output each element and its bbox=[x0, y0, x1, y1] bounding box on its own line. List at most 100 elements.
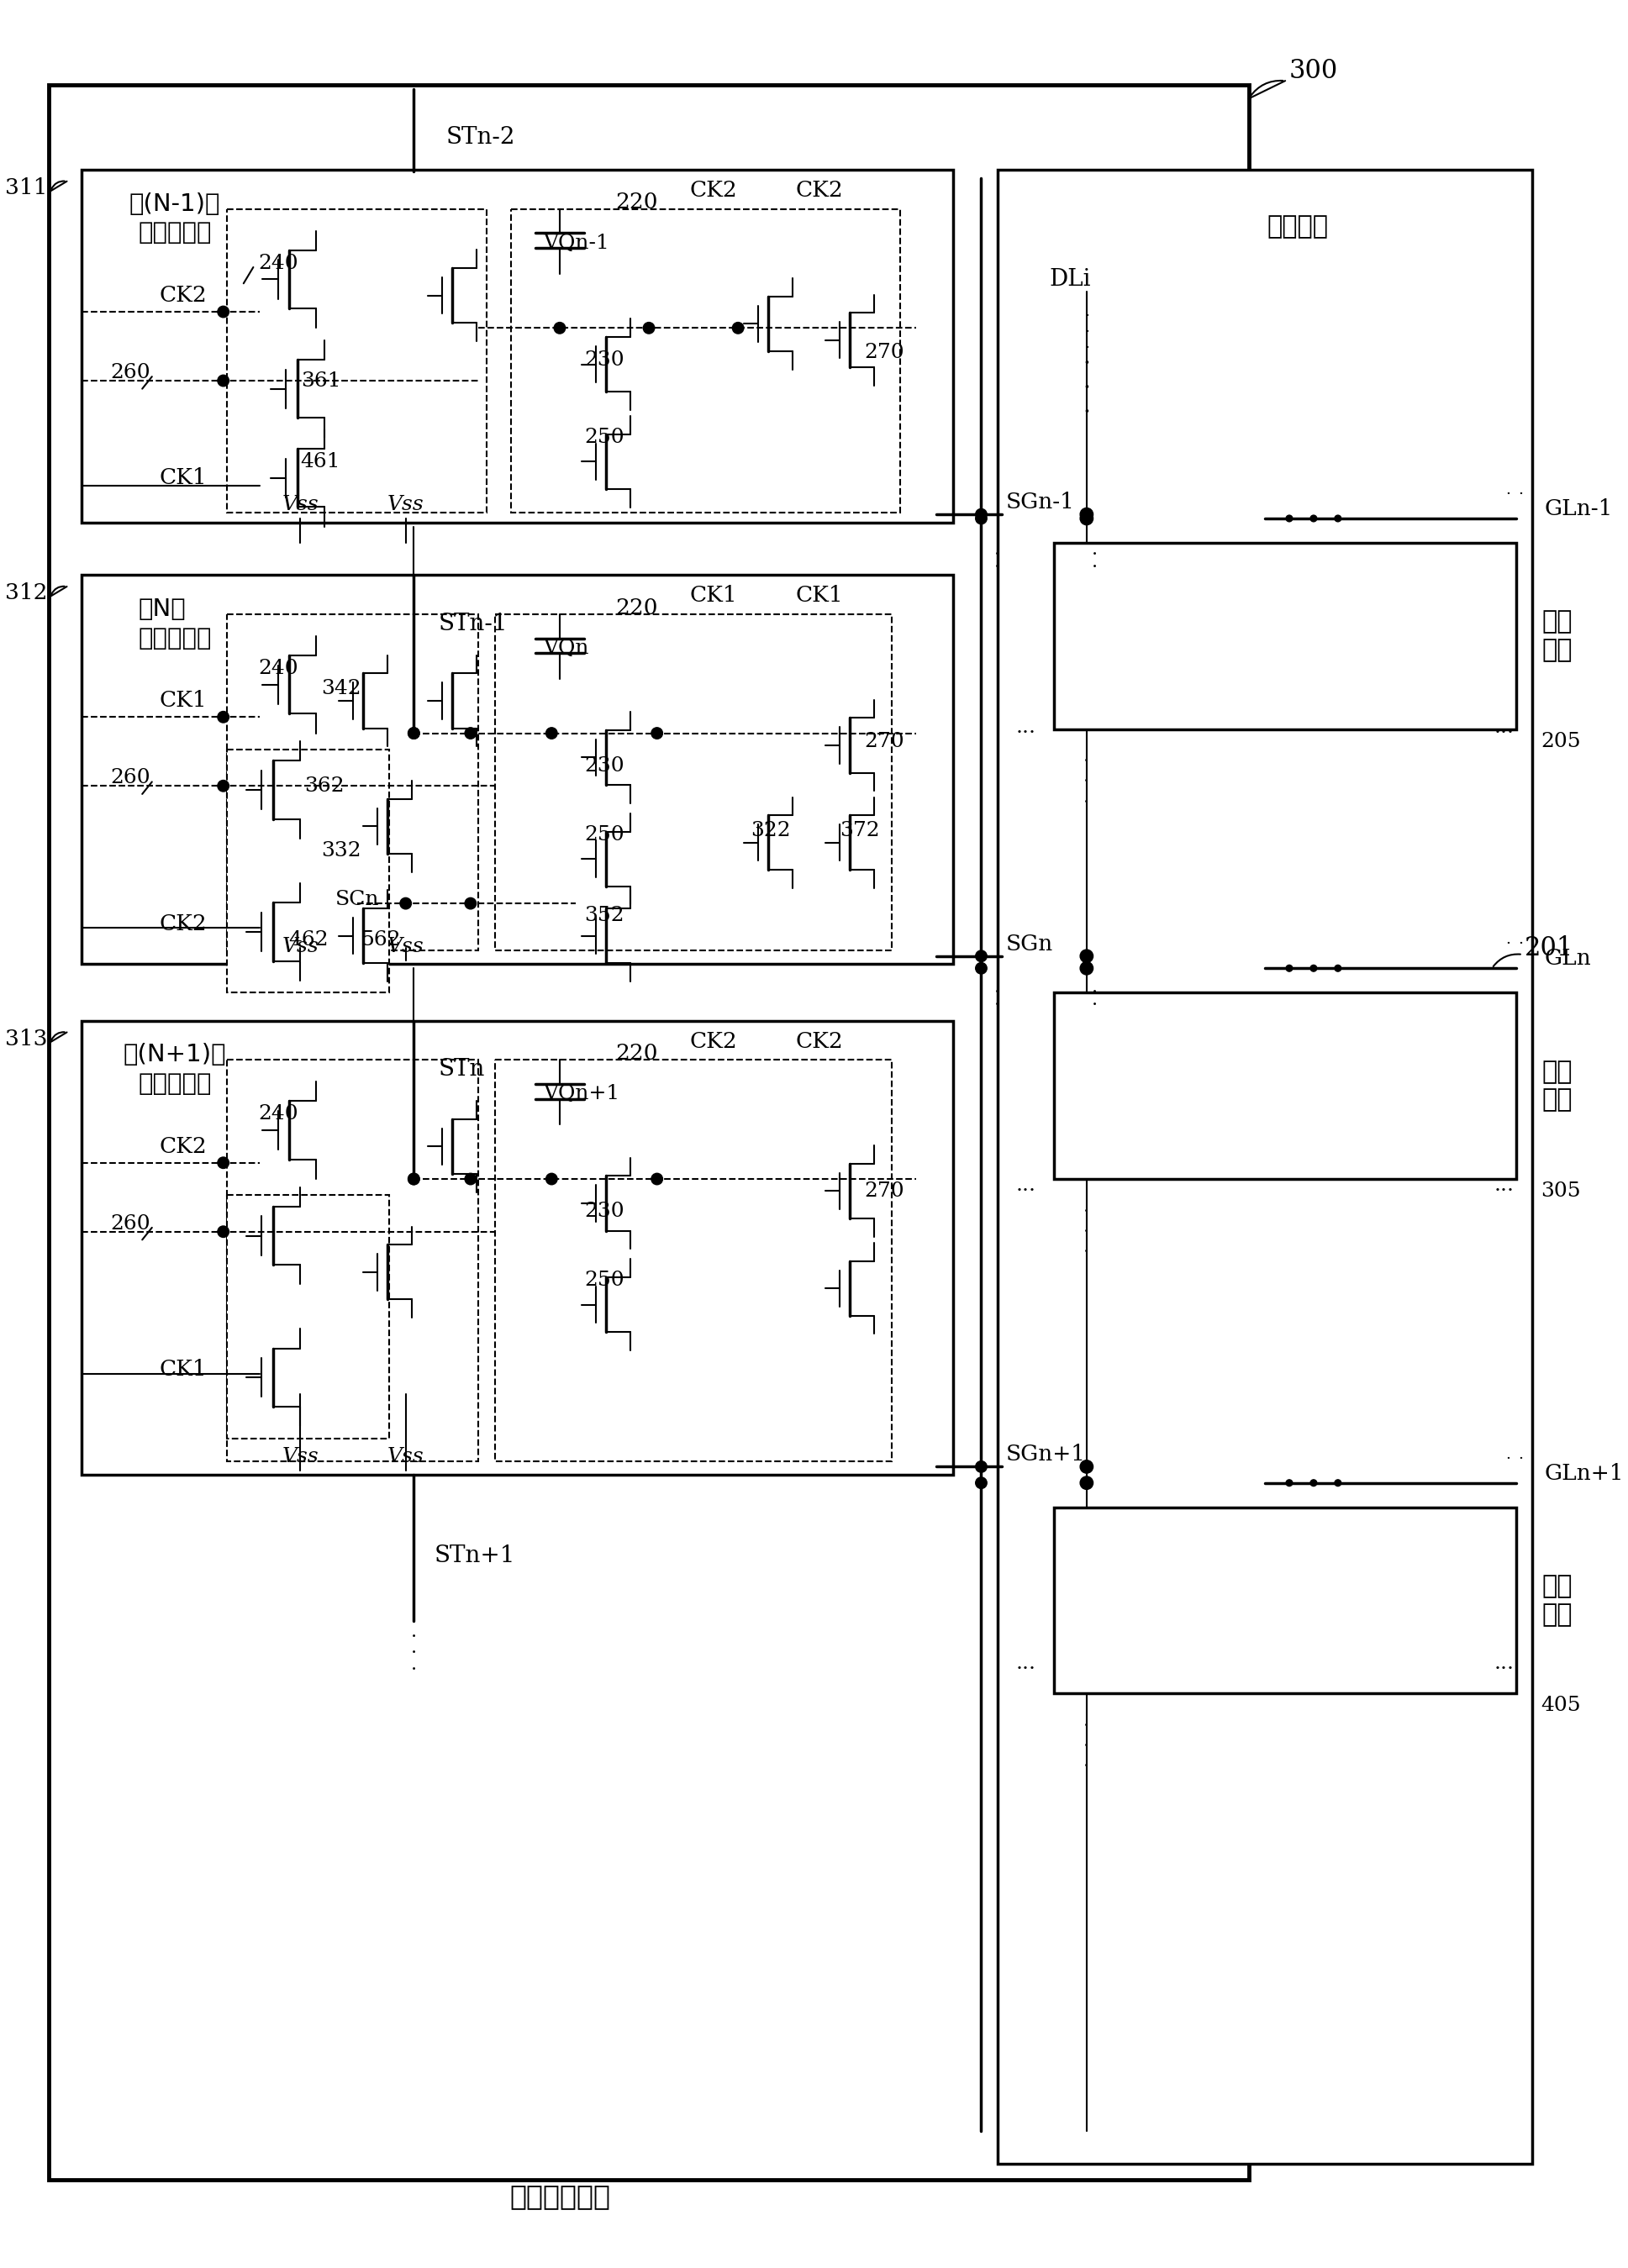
Text: 220: 220 bbox=[615, 193, 658, 213]
Text: GLn-1: GLn-1 bbox=[1545, 499, 1613, 519]
Circle shape bbox=[1079, 962, 1092, 975]
Text: ·: · bbox=[1084, 324, 1089, 340]
Text: 220: 220 bbox=[615, 1043, 658, 1064]
Circle shape bbox=[1079, 950, 1092, 962]
Circle shape bbox=[1079, 513, 1092, 524]
Text: ·: · bbox=[410, 1628, 417, 1647]
Text: 第(N+1)级: 第(N+1)级 bbox=[124, 1043, 226, 1066]
Text: 270: 270 bbox=[864, 733, 904, 751]
Circle shape bbox=[975, 513, 987, 524]
Bar bbox=[1055, 1508, 1516, 1694]
Text: CK2: CK2 bbox=[794, 1030, 843, 1052]
Text: ·: · bbox=[1084, 1717, 1089, 1735]
Circle shape bbox=[545, 1173, 557, 1184]
Circle shape bbox=[409, 728, 420, 739]
Text: ·: · bbox=[995, 984, 1001, 1002]
Text: 260: 260 bbox=[111, 363, 150, 383]
Bar bbox=[998, 170, 1532, 2164]
Circle shape bbox=[218, 780, 230, 792]
Circle shape bbox=[1079, 1476, 1092, 1490]
Bar bbox=[81, 1021, 952, 1474]
Text: 205: 205 bbox=[1540, 733, 1581, 751]
Text: STn-2: STn-2 bbox=[446, 127, 516, 150]
Text: ·: · bbox=[410, 1660, 417, 1678]
Text: 300: 300 bbox=[1289, 59, 1338, 84]
Circle shape bbox=[409, 1173, 420, 1184]
Text: CK1: CK1 bbox=[796, 585, 843, 606]
Text: ·: · bbox=[1084, 1202, 1089, 1220]
Text: 462: 462 bbox=[288, 930, 329, 950]
Circle shape bbox=[466, 1173, 477, 1184]
Text: CK1: CK1 bbox=[690, 585, 737, 606]
Text: 230: 230 bbox=[584, 755, 624, 776]
Text: 405: 405 bbox=[1540, 1696, 1581, 1715]
Circle shape bbox=[643, 322, 654, 333]
Circle shape bbox=[1335, 1479, 1341, 1486]
Text: DLi: DLi bbox=[1050, 268, 1091, 290]
Text: 240: 240 bbox=[259, 1105, 298, 1125]
Text: VQn-1: VQn-1 bbox=[544, 234, 609, 252]
Text: ·: · bbox=[1083, 354, 1091, 376]
Text: 230: 230 bbox=[584, 1202, 624, 1220]
Text: 312: 312 bbox=[5, 583, 47, 603]
Circle shape bbox=[1286, 964, 1293, 971]
Text: ·: · bbox=[1092, 984, 1097, 1002]
Text: ···: ··· bbox=[1495, 1182, 1514, 1200]
Circle shape bbox=[466, 728, 477, 739]
Text: ·: · bbox=[1517, 488, 1522, 501]
Circle shape bbox=[545, 728, 557, 739]
Circle shape bbox=[975, 508, 987, 519]
Text: VQn: VQn bbox=[544, 640, 589, 658]
Text: ·: · bbox=[410, 1644, 417, 1662]
Text: ·: · bbox=[1084, 1737, 1089, 1755]
Text: ·: · bbox=[1506, 488, 1511, 501]
Text: ·: · bbox=[1084, 308, 1089, 324]
Text: 352: 352 bbox=[584, 905, 624, 925]
Text: ···: ··· bbox=[1495, 723, 1514, 744]
Text: 342: 342 bbox=[321, 678, 361, 699]
Text: ·: · bbox=[1084, 794, 1089, 812]
Text: 240: 240 bbox=[259, 658, 298, 678]
Text: 第(N-1)级: 第(N-1)级 bbox=[129, 193, 220, 215]
Text: 270: 270 bbox=[864, 1182, 904, 1200]
Text: Vss: Vss bbox=[282, 1447, 319, 1467]
Text: ·: · bbox=[1084, 340, 1089, 356]
Text: 像素阵列: 像素阵列 bbox=[1267, 215, 1328, 238]
Bar bbox=[49, 84, 1249, 2180]
Circle shape bbox=[1311, 515, 1317, 522]
Circle shape bbox=[554, 322, 565, 333]
Text: 250: 250 bbox=[584, 1270, 624, 1290]
Text: Vss: Vss bbox=[387, 1447, 423, 1467]
Bar bbox=[228, 748, 389, 993]
Text: ···: ··· bbox=[1016, 1660, 1035, 1678]
Text: 260: 260 bbox=[111, 1213, 150, 1234]
Bar bbox=[511, 209, 900, 513]
Bar bbox=[495, 1059, 892, 1461]
Text: Vss: Vss bbox=[282, 937, 319, 957]
Circle shape bbox=[400, 898, 412, 909]
Text: ·: · bbox=[1084, 1243, 1089, 1261]
Text: ·: · bbox=[995, 996, 1001, 1014]
Text: ·: · bbox=[1092, 996, 1097, 1014]
Bar bbox=[81, 170, 952, 522]
Text: Vss: Vss bbox=[387, 937, 423, 957]
Circle shape bbox=[1079, 1461, 1092, 1474]
Text: SGn: SGn bbox=[1006, 934, 1053, 955]
Circle shape bbox=[975, 962, 987, 973]
Circle shape bbox=[218, 1227, 230, 1238]
Text: ·: · bbox=[1084, 753, 1089, 771]
Text: CK2: CK2 bbox=[160, 1136, 207, 1157]
Circle shape bbox=[975, 1476, 987, 1488]
Circle shape bbox=[1311, 1479, 1317, 1486]
Text: 311: 311 bbox=[5, 177, 47, 197]
Circle shape bbox=[975, 1461, 987, 1472]
Text: 像素
单元: 像素 单元 bbox=[1542, 1059, 1573, 1111]
Text: ·: · bbox=[1084, 773, 1089, 792]
Text: 562: 562 bbox=[361, 930, 402, 950]
Text: CK2: CK2 bbox=[160, 914, 207, 934]
Bar bbox=[228, 209, 487, 513]
Text: ·: · bbox=[1084, 1758, 1089, 1776]
Circle shape bbox=[733, 322, 744, 333]
Text: CK2: CK2 bbox=[690, 1030, 737, 1052]
Text: CK1: CK1 bbox=[160, 1359, 207, 1379]
